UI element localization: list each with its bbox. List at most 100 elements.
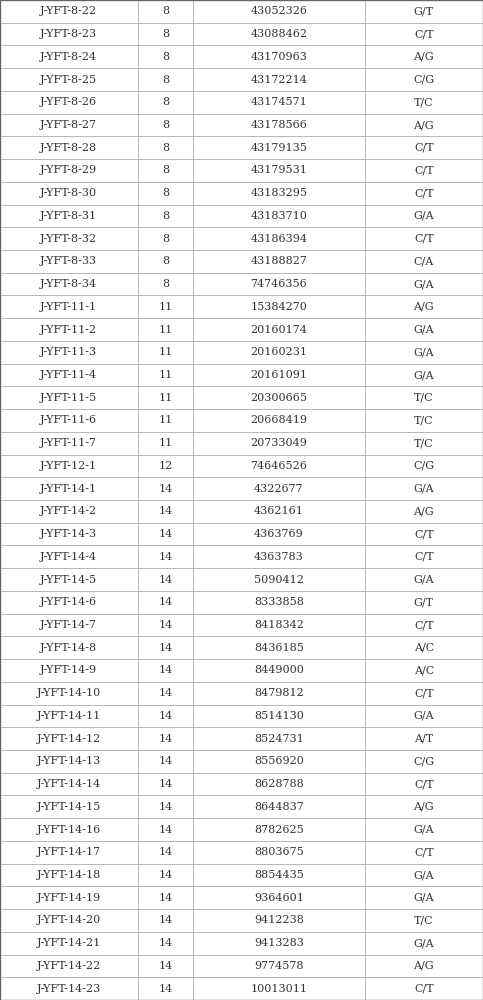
Text: 8436185: 8436185 xyxy=(254,643,304,653)
Text: G/A: G/A xyxy=(413,893,434,903)
Bar xyxy=(365,23,483,45)
Text: 8556920: 8556920 xyxy=(254,756,304,766)
Text: 14: 14 xyxy=(158,529,172,539)
Bar xyxy=(193,591,365,614)
Bar xyxy=(193,523,365,545)
Text: J-YFT-14-17: J-YFT-14-17 xyxy=(37,847,101,857)
Text: G/A: G/A xyxy=(413,870,434,880)
Text: J-YFT-14-19: J-YFT-14-19 xyxy=(37,893,101,903)
Bar xyxy=(193,500,365,523)
Text: 20668419: 20668419 xyxy=(250,415,308,425)
Bar xyxy=(365,318,483,341)
Text: C/G: C/G xyxy=(413,75,434,85)
Text: 14: 14 xyxy=(158,870,172,880)
Text: 8: 8 xyxy=(162,75,169,85)
Bar xyxy=(138,500,193,523)
Text: C/G: C/G xyxy=(413,756,434,766)
Bar xyxy=(138,273,193,295)
Bar xyxy=(193,841,365,864)
Text: C/T: C/T xyxy=(414,984,434,994)
Text: 8333858: 8333858 xyxy=(254,597,304,607)
Bar xyxy=(0,227,138,250)
Text: 9774578: 9774578 xyxy=(254,961,304,971)
Bar xyxy=(0,659,138,682)
Bar xyxy=(138,386,193,409)
Bar xyxy=(0,727,138,750)
Text: 43183295: 43183295 xyxy=(250,188,308,198)
Text: 8803675: 8803675 xyxy=(254,847,304,857)
Bar xyxy=(365,909,483,932)
Bar xyxy=(0,500,138,523)
Bar xyxy=(138,977,193,1000)
Text: A/G: A/G xyxy=(413,302,434,312)
Text: A/G: A/G xyxy=(413,52,434,62)
Bar xyxy=(138,318,193,341)
Text: J-YFT-11-6: J-YFT-11-6 xyxy=(40,415,98,425)
Bar xyxy=(138,682,193,705)
Bar xyxy=(193,205,365,227)
Bar xyxy=(0,250,138,273)
Bar xyxy=(138,750,193,773)
Bar xyxy=(0,614,138,636)
Text: J-YFT-14-2: J-YFT-14-2 xyxy=(40,506,98,516)
Text: G/A: G/A xyxy=(413,938,434,948)
Text: J-YFT-8-32: J-YFT-8-32 xyxy=(40,234,98,244)
Text: 43170963: 43170963 xyxy=(251,52,307,62)
Bar xyxy=(138,841,193,864)
Bar xyxy=(193,864,365,886)
Bar xyxy=(365,841,483,864)
Bar xyxy=(365,864,483,886)
Text: J-YFT-8-25: J-YFT-8-25 xyxy=(40,75,98,85)
Text: 74646526: 74646526 xyxy=(251,461,307,471)
Text: 20300665: 20300665 xyxy=(250,393,308,403)
Bar xyxy=(193,568,365,591)
Text: J-YFT-8-30: J-YFT-8-30 xyxy=(40,188,98,198)
Bar xyxy=(0,273,138,295)
Text: G/A: G/A xyxy=(413,279,434,289)
Bar xyxy=(193,250,365,273)
Text: 12: 12 xyxy=(158,461,172,471)
Bar xyxy=(365,614,483,636)
Bar xyxy=(365,636,483,659)
Text: C/A: C/A xyxy=(414,256,434,266)
Text: 11: 11 xyxy=(158,370,172,380)
Bar xyxy=(365,114,483,136)
Bar xyxy=(138,568,193,591)
Bar xyxy=(365,886,483,909)
Text: A/C: A/C xyxy=(414,643,434,653)
Bar xyxy=(138,727,193,750)
Bar xyxy=(365,295,483,318)
Text: J-YFT-8-31: J-YFT-8-31 xyxy=(40,211,98,221)
Text: 11: 11 xyxy=(158,415,172,425)
Text: J-YFT-14-16: J-YFT-14-16 xyxy=(37,825,101,835)
Bar xyxy=(0,886,138,909)
Text: 14: 14 xyxy=(158,711,172,721)
Text: 8418342: 8418342 xyxy=(254,620,304,630)
Bar xyxy=(365,182,483,205)
Bar xyxy=(0,977,138,1000)
Bar xyxy=(193,159,365,182)
Text: 8: 8 xyxy=(162,29,169,39)
Text: 8: 8 xyxy=(162,211,169,221)
Text: J-YFT-14-9: J-YFT-14-9 xyxy=(40,665,98,675)
Bar xyxy=(365,659,483,682)
Bar xyxy=(365,432,483,455)
Bar xyxy=(193,659,365,682)
Bar xyxy=(193,909,365,932)
Text: 43178566: 43178566 xyxy=(251,120,307,130)
Bar xyxy=(0,23,138,45)
Bar xyxy=(138,455,193,477)
Bar xyxy=(138,773,193,795)
Bar xyxy=(138,477,193,500)
Bar xyxy=(365,159,483,182)
Text: 8628788: 8628788 xyxy=(254,779,304,789)
Text: 9413283: 9413283 xyxy=(254,938,304,948)
Bar xyxy=(138,864,193,886)
Bar xyxy=(193,432,365,455)
Text: 74746356: 74746356 xyxy=(251,279,307,289)
Bar xyxy=(365,568,483,591)
Bar xyxy=(365,591,483,614)
Bar xyxy=(138,932,193,955)
Text: 8: 8 xyxy=(162,120,169,130)
Text: 8: 8 xyxy=(162,165,169,175)
